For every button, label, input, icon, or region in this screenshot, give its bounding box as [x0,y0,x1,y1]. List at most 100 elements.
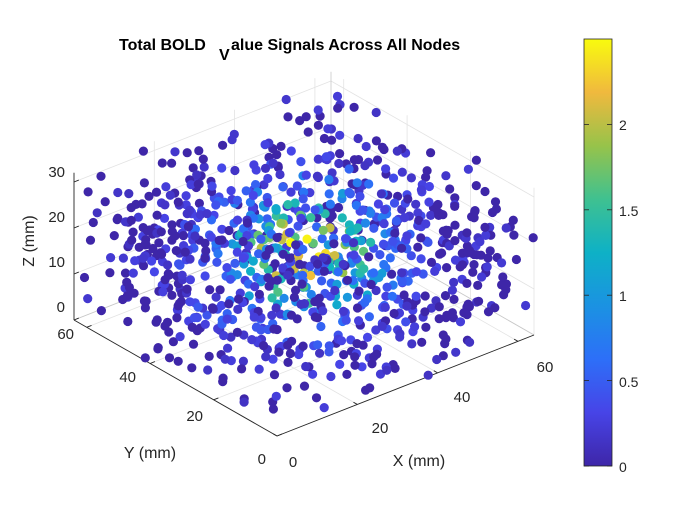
data-point [200,253,210,263]
data-point [158,287,168,297]
data-point [490,197,501,207]
data-point [260,163,271,173]
grid-line [213,397,219,401]
data-point [190,231,200,241]
data-point [266,276,276,286]
data-point [306,213,316,223]
data-point [387,291,397,301]
data-point [298,270,308,280]
data-point [225,274,235,284]
data-point [449,294,459,304]
data-point [329,239,339,249]
data-point [434,314,444,324]
data-point [151,187,162,197]
data-point [168,337,178,347]
data-point [83,187,93,197]
data-point [397,243,407,253]
data-point [230,165,240,176]
data-point [246,266,256,276]
data-point [188,163,198,173]
data-point [367,359,377,369]
data-point [152,315,162,325]
data-point [159,213,170,223]
data-point [365,208,375,218]
x-tick-label: 0 [289,454,297,471]
data-point [350,360,360,370]
data-point [313,120,323,130]
data-point [192,313,202,323]
data-point [206,215,217,225]
data-point [313,313,323,323]
data-point [170,231,180,241]
data-point [238,356,248,366]
data-point [341,234,351,244]
data-point [173,356,183,366]
data-point [324,347,334,357]
y-tick-labels: 0 20 40 60 [57,326,266,468]
data-point [413,242,423,252]
data-point [455,317,466,327]
data-point [203,365,213,375]
data-point [360,297,370,308]
data-point [192,170,202,180]
data-point [282,383,292,393]
data-point [437,248,447,258]
data-point [376,189,386,199]
data-point [372,349,382,359]
data-point [123,316,133,327]
colorbar-tick-label: 0 [619,459,627,475]
data-point [397,277,407,287]
data-point [156,227,166,237]
data-point [366,237,376,247]
data-point [319,403,329,413]
data-point [352,303,363,313]
data-point [113,187,123,198]
data-point [268,354,278,364]
data-point [172,313,182,323]
data-point [204,351,214,361]
data-point [361,385,371,395]
title-subscript: V [219,47,230,64]
data-point [175,332,185,342]
grid-line [433,370,438,374]
data-point [223,343,233,353]
data-point [463,164,473,174]
data-point [332,300,342,310]
data-point [421,322,431,332]
data-point [188,339,199,349]
data-point [335,149,345,159]
data-point [442,310,452,320]
data-point [348,238,359,248]
data-point [432,354,442,365]
data-point [173,301,183,311]
z-tick-label: 0 [57,299,65,316]
data-point [222,314,232,324]
data-point [202,209,212,219]
data-point [447,285,457,295]
colorbar-tick-label: 1 [619,288,627,304]
data-point [178,231,188,241]
data-point [310,297,320,307]
data-point [379,219,389,229]
data-point [468,267,478,277]
data-point [170,147,180,157]
data-point [361,141,371,152]
data-point [337,213,347,223]
grid-line [213,298,471,401]
data-point [379,144,389,155]
data-point [353,223,363,233]
data-point [354,286,364,296]
grid-line [276,334,535,437]
data-point [232,247,242,257]
data-point [318,225,328,235]
data-point [420,291,430,301]
y-tick-label: 20 [186,408,203,425]
scatter-points [79,91,538,414]
data-point [258,341,269,351]
data-point [281,94,291,105]
data-point [140,303,150,313]
data-point [390,228,400,238]
data-point [263,198,273,208]
data-point [164,327,174,337]
